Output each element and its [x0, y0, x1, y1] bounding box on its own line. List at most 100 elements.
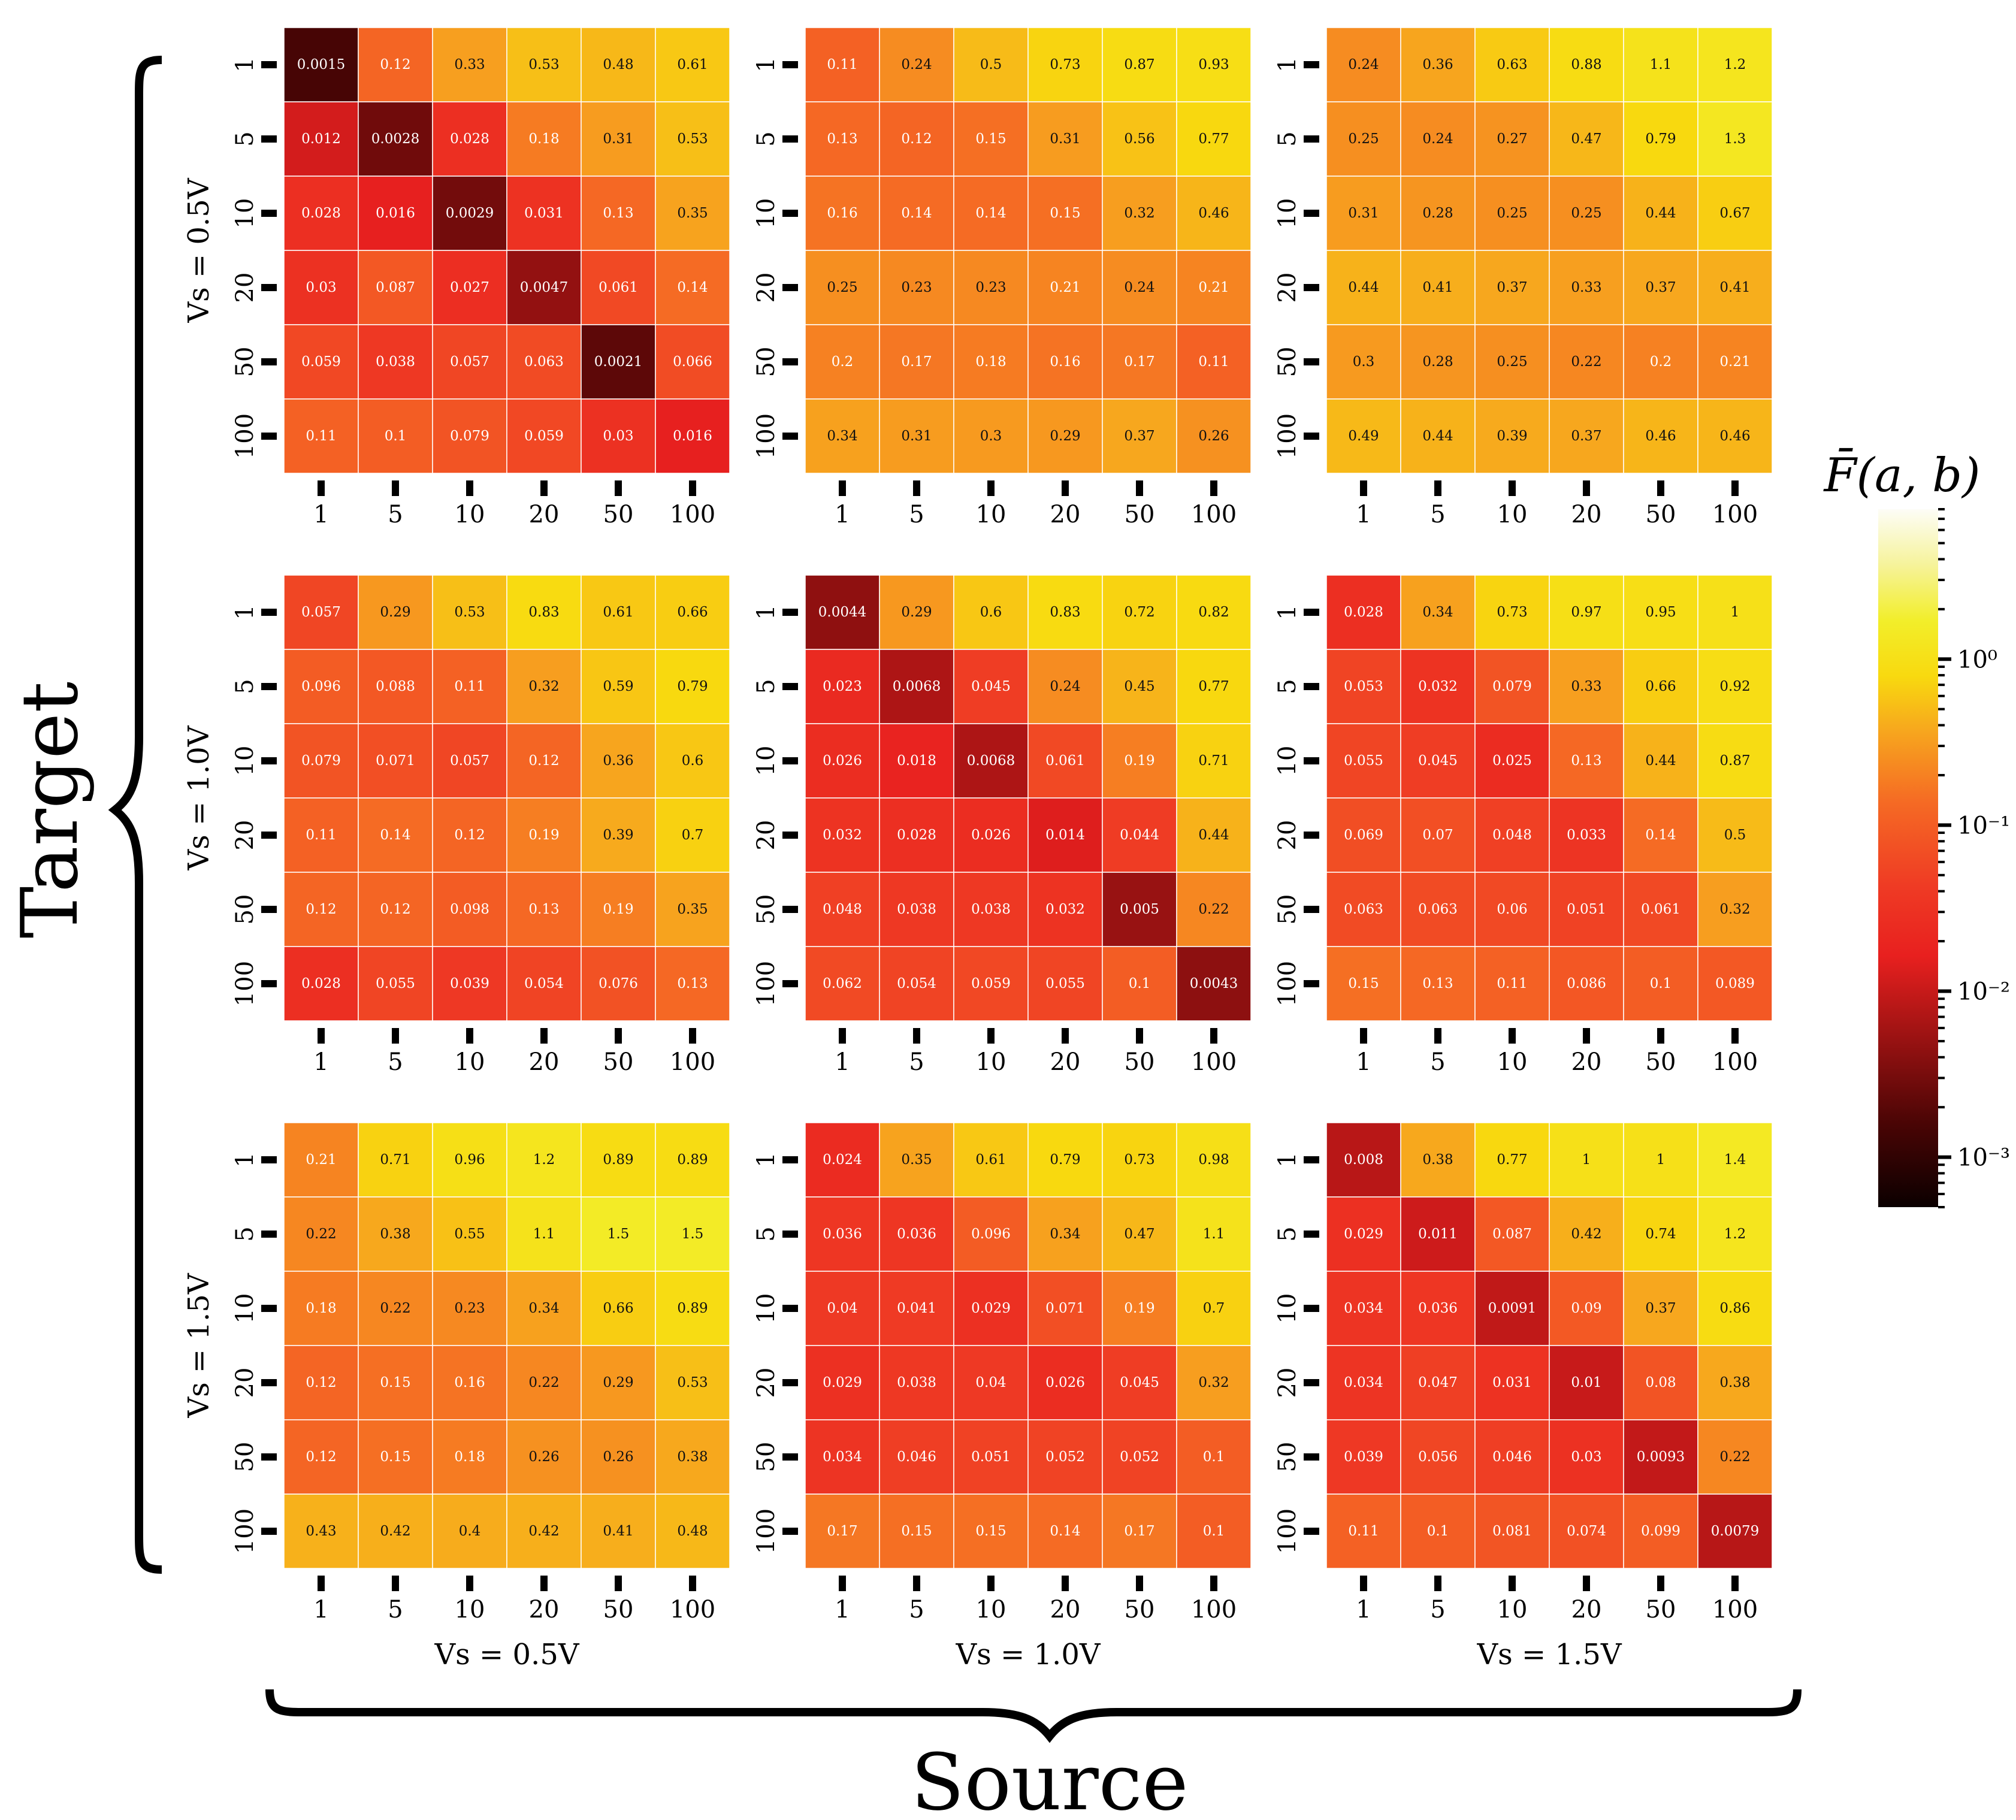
- y-tick-label: 5: [231, 679, 259, 694]
- cell-value-label: 0.057: [301, 604, 341, 620]
- cell-value-label: 0.071: [1045, 1301, 1085, 1316]
- heatmap-cell: [953, 250, 1029, 325]
- heatmap-cell: [1697, 1122, 1773, 1198]
- cell-value-label: 0.034: [1344, 1375, 1383, 1390]
- cell-value-label: 0.49: [1348, 428, 1379, 444]
- x-tick-mark: [392, 480, 399, 496]
- heatmap-cell: [358, 1271, 433, 1346]
- cell-value-label: 0.044: [1120, 827, 1159, 843]
- heatmap-cell: [655, 398, 730, 474]
- cell-value-label: 0.15: [1348, 976, 1379, 991]
- cell-value-label: 0.045: [1418, 753, 1458, 769]
- heatmap-cell: [879, 797, 954, 873]
- y-tick-label: 1: [231, 1152, 259, 1167]
- colorbar-tick-label: 10⁰: [1957, 646, 1997, 673]
- x-tick-mark: [540, 480, 548, 496]
- cell-value-label: 0.054: [524, 976, 564, 991]
- y-tick-mark: [782, 433, 798, 440]
- heatmap-cell: [1176, 101, 1252, 177]
- heatmap-cell: [953, 176, 1029, 251]
- cell-value-label: 0.023: [823, 679, 862, 694]
- heatmap-cell: [1400, 649, 1476, 724]
- cell-value-label: 0.37: [1124, 428, 1154, 444]
- heatmap-cell: [506, 27, 582, 102]
- cell-value-label: 0.19: [1124, 1301, 1154, 1316]
- heatmap-cell: [283, 1494, 359, 1569]
- heatmap-cell: [655, 723, 730, 799]
- cell-value-label: 0.32: [528, 679, 559, 694]
- cell-value-label: 0.22: [1719, 1449, 1750, 1465]
- heatmap-cell: [805, 176, 880, 251]
- cell-value-label: 0.0047: [520, 280, 568, 295]
- cell-value-label: 0.09: [1571, 1301, 1601, 1316]
- heatmap-cell: [1102, 1196, 1177, 1272]
- x-tick-label: 100: [1712, 1048, 1758, 1076]
- cell-value-label: 0.77: [1198, 679, 1229, 694]
- cell-value-label: 0.028: [897, 827, 936, 843]
- cell-value-label: 1.4: [1724, 1152, 1746, 1168]
- cell-value-label: 0.47: [1571, 131, 1601, 147]
- cell-value-label: 0.029: [823, 1375, 862, 1390]
- x-tick-label: 1: [1356, 1048, 1371, 1076]
- heatmap-cell: [655, 1419, 730, 1495]
- cell-value-label: 0.012: [301, 131, 341, 147]
- heatmap-cell: [1400, 27, 1476, 102]
- cell-value-label: 0.12: [306, 902, 336, 917]
- x-tick-label: 20: [529, 1048, 560, 1076]
- heatmap-cell: [358, 1345, 433, 1420]
- x-tick-label: 100: [670, 1596, 715, 1624]
- heatmap-cell: [655, 1122, 730, 1198]
- cell-value-label: 0.33: [1571, 280, 1601, 295]
- heatmap-cell: [283, 176, 359, 251]
- cell-value-label: 0.12: [306, 1375, 336, 1390]
- cell-value-label: 0.063: [1344, 902, 1383, 917]
- heatmap-cell: [581, 723, 656, 799]
- y-tick-label: 1: [1274, 604, 1301, 619]
- heatmap-cell: [1027, 1419, 1103, 1495]
- colorbar-minor-tick: [1938, 1015, 1945, 1018]
- x-tick-label: 20: [1050, 1596, 1081, 1624]
- cell-value-label: 0.28: [1422, 354, 1453, 370]
- cell-value-label: 0.055: [1344, 753, 1383, 769]
- heatmap-cell: [655, 946, 730, 1021]
- heatmap-cell: [1102, 797, 1177, 873]
- cell-value-label: 0.25: [827, 280, 857, 295]
- y-tick-mark: [261, 980, 277, 987]
- source-brace: [265, 1689, 1802, 1743]
- y-tick-mark: [782, 683, 798, 690]
- heatmap-cell: [879, 27, 954, 102]
- cell-value-label: 0.057: [450, 354, 489, 370]
- colorbar-minor-tick: [1938, 1039, 1945, 1042]
- y-tick-mark: [1304, 1156, 1319, 1163]
- x-tick-mark: [1509, 1028, 1516, 1044]
- cell-value-label: 0.1: [1650, 976, 1672, 991]
- heatmap-cell: [506, 1122, 582, 1198]
- y-tick-label: 100: [1274, 1508, 1301, 1554]
- y-tick-mark: [261, 1305, 277, 1312]
- colorbar-tick-mark: [1938, 1155, 1951, 1159]
- heatmap-cell: [1623, 723, 1698, 799]
- y-tick-label: 20: [1274, 273, 1301, 303]
- heatmap-cell: [506, 1494, 582, 1569]
- x-tick-mark: [1434, 1028, 1441, 1044]
- heatmap-cell: [283, 1271, 359, 1346]
- cell-value-label: 1.2: [1724, 1226, 1746, 1242]
- heatmap-cell: [1102, 575, 1177, 650]
- heatmap-cell: [655, 176, 730, 251]
- x-tick-label: 50: [603, 1596, 634, 1624]
- cell-value-label: 0.22: [306, 1226, 336, 1242]
- heatmap-cell: [1400, 1345, 1476, 1420]
- cell-value-label: 0.34: [1422, 604, 1453, 620]
- x-tick-mark: [1210, 480, 1217, 496]
- x-tick-label: 20: [1571, 1048, 1602, 1076]
- cell-value-label: 1.1: [533, 1226, 555, 1242]
- heatmap-cell: [1176, 946, 1252, 1021]
- heatmap-cell: [358, 250, 433, 325]
- cell-value-label: 0.41: [603, 1523, 633, 1539]
- heatmap-cell: [1102, 872, 1177, 947]
- cell-value-label: 0.25: [1348, 131, 1379, 147]
- cell-value-label: 0.008: [1344, 1152, 1383, 1168]
- cell-value-label: 0.036: [1418, 1301, 1458, 1316]
- cell-value-label: 0.088: [376, 679, 415, 694]
